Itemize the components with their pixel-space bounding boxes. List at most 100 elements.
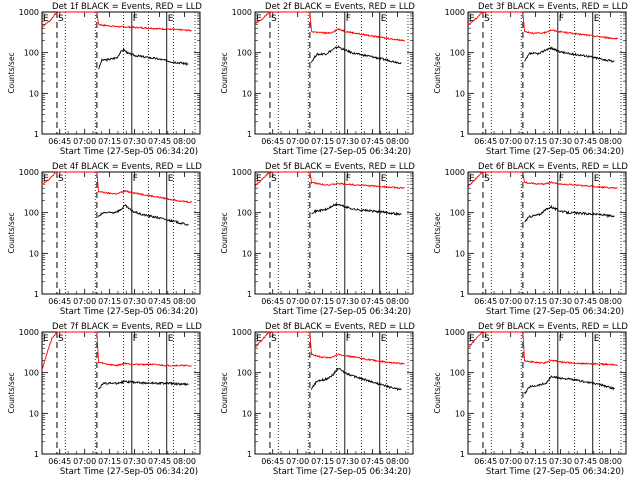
y-axis-label: Counts/sec: [220, 52, 229, 93]
x-axis-label: Start Time (27-Sep-05 06:34:20): [273, 147, 411, 157]
marker-label: S: [484, 174, 490, 184]
x-tick-label: 07:15: [524, 297, 547, 306]
marker-label: S: [271, 174, 277, 184]
x-tick-label: 08:00: [386, 137, 409, 146]
x-tick-label: 06:45: [474, 297, 497, 306]
y-tick-label: 10: [455, 249, 465, 258]
x-tick-label: 07:30: [549, 457, 572, 466]
x-tick-label: 07:30: [336, 137, 359, 146]
x-tick-label: 06:45: [48, 297, 71, 306]
panel-9f: Det 9f BLACK = Events, RED = LLD 1 10 100 10…: [433, 322, 628, 477]
x-tick-label: 07:00: [286, 457, 309, 466]
x-tick-label: 08:00: [599, 137, 622, 146]
x-tick-label: 07:45: [361, 457, 384, 466]
marker-label: F: [346, 174, 351, 184]
panel-2f: Det 2f BLACK = Events, RED = LLD 1 10 100 10…: [220, 2, 415, 157]
x-tick-label: 07:45: [574, 297, 597, 306]
y-tick-label: 1000: [19, 8, 39, 17]
x-tick-label: 07:00: [499, 297, 522, 306]
y-tick-label: 1: [34, 290, 39, 299]
panel-title: Det 6f BLACK = Events, RED = LLD: [478, 162, 628, 172]
y-tick-label: 1: [247, 450, 252, 459]
marker-label: F: [346, 334, 351, 344]
y-tick-label: 10: [455, 409, 465, 418]
x-tick-label: 07:00: [286, 137, 309, 146]
x-tick-label: 08:00: [386, 457, 409, 466]
x-tick-label: 06:45: [48, 137, 71, 146]
y-tick-label: 10: [455, 89, 465, 98]
events-series-line: [524, 46, 615, 63]
panel-title: Det 8f BLACK = Events, RED = LLD: [265, 322, 415, 332]
lld-series-line: [467, 171, 618, 190]
panel-3f: Det 3f BLACK = Events, RED = LLD 1 10 100 10…: [433, 2, 628, 157]
x-tick-label: 07:30: [336, 457, 359, 466]
panel-4f: Det 4f BLACK = Events, RED = LLD 1 10 100 10…: [7, 162, 202, 317]
x-tick-label: 07:30: [336, 297, 359, 306]
x-tick-label: 06:45: [48, 457, 71, 466]
panel-7f: Det 7f BLACK = Events, RED = LLD 1 10 100 10…: [7, 322, 202, 477]
y-tick-label: 100: [24, 369, 39, 378]
x-axis-label: Start Time (27-Sep-05 06:34:20): [486, 467, 624, 477]
marker-label: E: [469, 174, 475, 184]
y-tick-label: 1: [460, 130, 465, 139]
marker-label: E: [594, 14, 600, 24]
plot-frame: [467, 11, 627, 135]
y-axis-label: Counts/sec: [7, 52, 16, 93]
events-series-line: [98, 380, 189, 390]
events-series-line: [98, 204, 189, 226]
x-tick-label: 07:45: [574, 457, 597, 466]
panel-title: Det 2f BLACK = Events, RED = LLD: [265, 2, 415, 12]
marker-label: E: [594, 174, 600, 184]
x-tick-label: 06:45: [261, 457, 284, 466]
marker-label: E: [381, 334, 387, 344]
panel-title: Det 7f BLACK = Events, RED = LLD: [52, 322, 202, 332]
x-tick-label: 07:45: [361, 137, 384, 146]
x-tick-label: 06:45: [474, 137, 497, 146]
x-tick-label: 08:00: [599, 297, 622, 306]
marker-label: S: [58, 334, 64, 344]
y-tick-label: 1: [34, 130, 39, 139]
plot-frame: [467, 171, 627, 295]
x-tick-label: 08:00: [173, 137, 196, 146]
x-tick-label: 07:15: [524, 457, 547, 466]
lld-series-line: [41, 11, 192, 32]
x-tick-label: 07:30: [123, 297, 146, 306]
y-tick-label: 1: [34, 450, 39, 459]
x-tick-label: 07:30: [549, 297, 572, 306]
plot-frame: [467, 331, 627, 455]
x-tick-label: 07:30: [549, 137, 572, 146]
events-series-line: [311, 202, 402, 217]
events-series-line: [524, 375, 615, 395]
lld-series-line: [467, 331, 618, 367]
y-axis-label: Counts/sec: [7, 372, 16, 413]
y-tick-label: 100: [237, 209, 252, 218]
x-axis-label: Start Time (27-Sep-05 06:34:20): [60, 147, 198, 157]
marker-label: E: [168, 174, 174, 184]
marker-label: F: [346, 14, 351, 24]
marker-label: F: [559, 334, 564, 344]
marker-label: S: [271, 334, 277, 344]
x-tick-label: 07:15: [98, 137, 121, 146]
marker-label: F: [133, 14, 138, 24]
x-tick-label: 08:00: [173, 457, 196, 466]
x-tick-label: 07:00: [286, 297, 309, 306]
y-tick-label: 10: [29, 409, 39, 418]
x-tick-label: 07:00: [73, 297, 96, 306]
marker-label: E: [256, 174, 262, 184]
y-tick-label: 1: [460, 450, 465, 459]
marker-label: E: [43, 334, 49, 344]
y-axis-label: Counts/sec: [433, 52, 442, 93]
y-tick-label: 1000: [445, 168, 465, 177]
marker-label: E: [469, 14, 475, 24]
events-series-line: [311, 45, 402, 65]
x-tick-label: 07:00: [499, 457, 522, 466]
x-tick-label: 07:15: [98, 297, 121, 306]
x-axis-label: Start Time (27-Sep-05 06:34:20): [273, 307, 411, 317]
y-tick-label: 1000: [19, 168, 39, 177]
x-axis-label: Start Time (27-Sep-05 06:34:20): [486, 147, 624, 157]
x-tick-label: 07:15: [524, 137, 547, 146]
marker-label: S: [484, 334, 490, 344]
x-tick-label: 08:00: [173, 297, 196, 306]
marker-label: E: [168, 14, 174, 24]
lld-series-line: [41, 331, 192, 370]
